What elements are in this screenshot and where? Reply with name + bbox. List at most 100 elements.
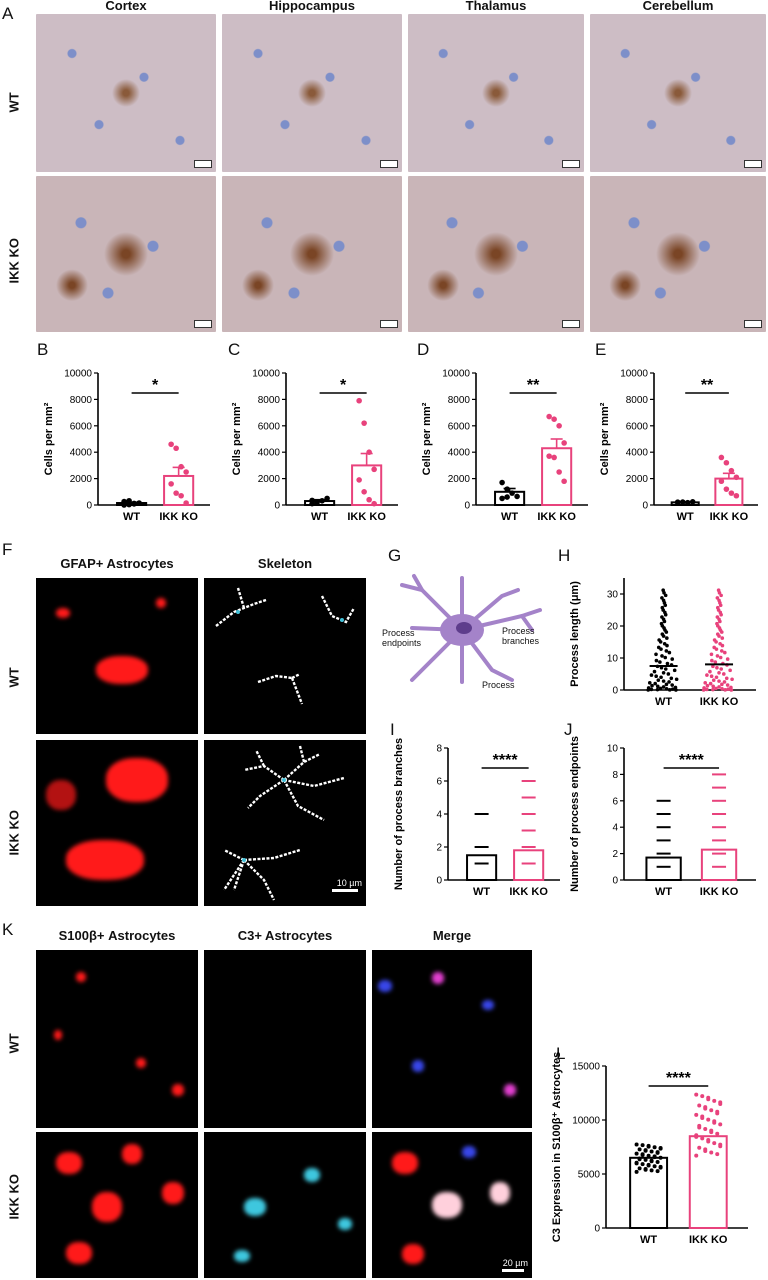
scale-bar [380, 320, 398, 328]
y-axis-label: C3 Expression in S100β⁺ Astrocytes [551, 1052, 563, 1242]
panel-label-j: J [564, 720, 573, 739]
data-point [718, 1101, 723, 1106]
data-point [646, 1163, 651, 1168]
data-point [709, 1150, 714, 1155]
data-point [715, 1111, 720, 1116]
y-tick-label: 0 [436, 876, 442, 887]
data-point [654, 674, 658, 678]
astrocyte-blob [96, 656, 148, 684]
data-point [717, 626, 722, 630]
data-point [717, 670, 721, 675]
data-point [708, 669, 712, 674]
x-tick-label: WT [473, 886, 490, 898]
data-point [670, 657, 675, 661]
data-point [663, 593, 668, 598]
astrocyte-blob [402, 1244, 424, 1264]
astrocyte-blob [106, 758, 168, 802]
data-point [674, 677, 679, 682]
data-point [640, 1143, 645, 1148]
y-tick-label: 10000 [64, 369, 92, 380]
data-point [664, 649, 669, 653]
data-point [711, 678, 716, 683]
data-point [661, 685, 666, 689]
y-tick-label: 6000 [626, 421, 649, 432]
panel-label-i: I [390, 720, 395, 739]
data-point [662, 641, 667, 646]
astrocyte-blob [304, 1168, 320, 1182]
data-point [634, 1161, 639, 1166]
data-point [665, 661, 670, 666]
data-point [733, 474, 740, 481]
y-axis-label: Cells per mm² [43, 402, 55, 475]
data-point [714, 686, 718, 691]
y-tick-label: 4 [436, 810, 442, 821]
data-point [679, 499, 686, 505]
data-point [705, 673, 709, 677]
astrocyte-blob [92, 1192, 122, 1222]
data-point [634, 1169, 639, 1174]
astrocyte-blob [244, 1198, 266, 1216]
skeleton-trace-wt [215, 587, 356, 705]
data-point [546, 453, 552, 459]
significance-label: * [152, 377, 159, 394]
x-tick-label: WT [640, 1234, 657, 1246]
scale-bar [562, 160, 580, 168]
data-point [700, 1094, 705, 1099]
data-point [650, 683, 654, 688]
col-header-gfap: GFAP+ Astrocytes [60, 556, 174, 571]
y-tick-label: 2 [436, 843, 442, 854]
panel-label-h: H [558, 546, 571, 565]
panel-label-e: E [595, 340, 607, 359]
significance-label: * [340, 377, 347, 394]
data-point [314, 499, 320, 506]
data-point [324, 495, 330, 502]
data-point [710, 658, 714, 663]
data-point [711, 687, 715, 692]
x-tick-label: IKK KO [159, 511, 198, 523]
data-point [718, 1144, 723, 1149]
y-axis-label: Cells per mm² [599, 402, 611, 475]
data-point [556, 469, 562, 475]
data-point [715, 1152, 720, 1157]
data-point [730, 677, 734, 682]
col-header-hippocampus: Hippocampus [269, 0, 355, 13]
data-point [661, 588, 665, 593]
data-point [173, 490, 179, 496]
data-point [697, 1145, 702, 1150]
data-point [371, 466, 377, 473]
data-point [168, 481, 174, 487]
data-point [131, 500, 137, 507]
nucleus-blob [462, 1146, 476, 1158]
data-point [722, 680, 727, 684]
data-point [121, 498, 127, 505]
data-point [673, 685, 678, 690]
label-process-branches: Process branches [502, 626, 540, 646]
nucleus-blob [412, 1060, 424, 1072]
data-point [643, 1148, 648, 1153]
data-point [546, 413, 552, 420]
data-point [655, 1160, 660, 1165]
data-point [711, 664, 715, 669]
y-tick-label: 0 [642, 501, 648, 512]
y-tick-label: 10000 [252, 369, 280, 380]
nucleus-blob [378, 980, 392, 992]
data-point [712, 645, 716, 650]
scale-bar-label: 20 µm [502, 1258, 528, 1268]
data-point [655, 687, 660, 692]
data-point [670, 687, 675, 691]
data-point [716, 588, 721, 593]
data-point [709, 1130, 714, 1135]
data-point [656, 678, 661, 683]
row-label-ikk-ko: IKK KO [6, 238, 22, 284]
data-point [637, 1157, 642, 1162]
data-point [718, 610, 723, 615]
astrocyte-blob [56, 608, 70, 618]
ihc-image-wt-cerebellum [590, 14, 766, 172]
significance-label: ** [527, 377, 540, 394]
data-point [640, 1162, 645, 1167]
y-tick-label: 10000 [442, 369, 470, 380]
col-header-cerebellum: Cerebellum [642, 0, 714, 13]
data-point [708, 681, 713, 686]
chart-i: 0 2 4 6 8 Number of process branches WT IKK KO *… [393, 738, 560, 898]
y-tick-label: 4000 [70, 448, 93, 459]
